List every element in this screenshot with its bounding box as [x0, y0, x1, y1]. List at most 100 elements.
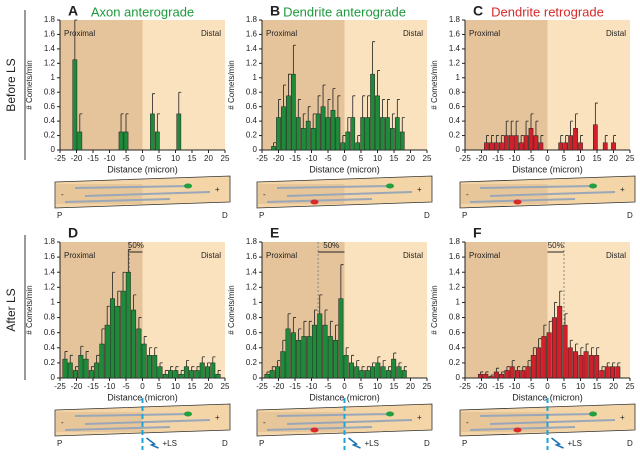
annotation: 50% — [548, 241, 564, 250]
region-label: Proximal — [64, 251, 95, 260]
y-tick-label: 0.4 — [44, 116, 56, 125]
error-bar — [580, 135, 584, 143]
microtubule-end: + — [620, 185, 625, 194]
error-bar — [143, 336, 147, 344]
bar — [364, 370, 370, 379]
bar — [264, 373, 270, 379]
y-tick-label: 1 — [51, 73, 56, 82]
error-bar — [585, 343, 589, 352]
error-bar — [505, 120, 509, 136]
error-bar — [122, 271, 126, 292]
bar — [123, 131, 129, 151]
error-bar — [495, 367, 500, 372]
error-bar — [367, 95, 371, 118]
x-tick-label: 15 — [390, 382, 399, 391]
y-axis-label: # Comets/min — [25, 285, 34, 334]
bar — [578, 355, 584, 379]
error-bar — [540, 135, 544, 143]
bar — [72, 59, 78, 151]
y-tick-label: 1.4 — [246, 267, 258, 276]
y-tick-label: 1.6 — [449, 30, 461, 39]
y-tick-label: 1.4 — [449, 44, 461, 53]
comet-cartoon — [310, 199, 319, 205]
distal-region — [547, 20, 630, 150]
x-tick-label: 10 — [171, 154, 180, 163]
x-tick-label: -5 — [324, 382, 332, 391]
y-tick-label: 0.6 — [246, 102, 258, 111]
error-bar — [377, 356, 381, 363]
microtubule — [479, 185, 596, 189]
error-bar — [133, 294, 137, 310]
region-label: Distal — [403, 251, 423, 260]
row-label: Before LS — [4, 58, 18, 111]
error-bar — [530, 113, 534, 129]
bar — [514, 370, 520, 379]
bar — [322, 324, 328, 379]
error-bar — [308, 320, 312, 337]
error-bar — [159, 362, 163, 367]
y-axis-label: # Comets/min — [430, 285, 439, 334]
error-bar — [391, 113, 395, 129]
bar — [343, 355, 349, 379]
x-tick-label: -20 — [71, 382, 83, 391]
error-bar — [522, 366, 526, 371]
error-bar — [283, 84, 286, 107]
error-bar — [314, 309, 318, 326]
annotation: 50% — [128, 241, 144, 250]
cartoon-start: P — [57, 211, 62, 220]
y-tick-label: 1.6 — [44, 30, 56, 39]
bar — [573, 128, 578, 151]
bar — [286, 95, 291, 151]
error-bar — [69, 354, 73, 363]
y-tick-label: 1.8 — [246, 15, 258, 24]
y-tick-label: 0.6 — [449, 328, 461, 337]
error-bar — [617, 362, 621, 367]
microtubule-end: - — [263, 418, 266, 427]
proximal-shade — [461, 184, 548, 204]
microtubule-end: - — [466, 190, 469, 199]
bar — [62, 358, 68, 379]
row-label: After LS — [4, 288, 18, 331]
error-bar — [278, 99, 282, 118]
distal-region — [344, 242, 427, 378]
error-bar — [596, 347, 600, 356]
error-bar — [604, 135, 608, 143]
error-bar — [362, 95, 366, 118]
error-bar — [85, 351, 89, 360]
comet-cartoon — [513, 427, 522, 433]
error-bar — [332, 88, 336, 111]
bar — [306, 336, 312, 379]
bar — [311, 324, 317, 379]
x-tick-label: 10 — [576, 154, 585, 163]
x-tick-label: 15 — [593, 154, 602, 163]
bar — [305, 120, 311, 151]
panel-title: Dendrite retrograde — [491, 4, 604, 19]
bar — [199, 362, 205, 379]
error-bar — [185, 360, 190, 367]
error-bar — [117, 290, 121, 307]
bar — [503, 135, 509, 151]
error-bar — [156, 113, 160, 132]
microtubule — [276, 413, 393, 417]
x-tick-label: -15 — [289, 154, 301, 163]
error-bar — [191, 366, 195, 371]
proximal-region — [60, 20, 143, 150]
y-tick-label: 1.8 — [449, 15, 461, 24]
x-tick-label: 15 — [188, 382, 197, 391]
x-tick-label: -5 — [527, 154, 535, 163]
comet-cartoon — [513, 199, 522, 205]
bar — [588, 355, 594, 379]
bar — [115, 305, 121, 379]
bar — [602, 142, 608, 151]
bar — [504, 370, 510, 379]
error-bar — [127, 249, 132, 273]
axes — [59, 20, 225, 151]
error-bar — [490, 374, 494, 377]
microtubule-end: + — [417, 185, 422, 194]
bar — [276, 117, 281, 151]
treatment-label: +LS — [163, 439, 177, 448]
bar — [269, 370, 275, 379]
bar — [558, 142, 564, 151]
bar — [271, 146, 276, 151]
error-bar — [565, 135, 569, 143]
